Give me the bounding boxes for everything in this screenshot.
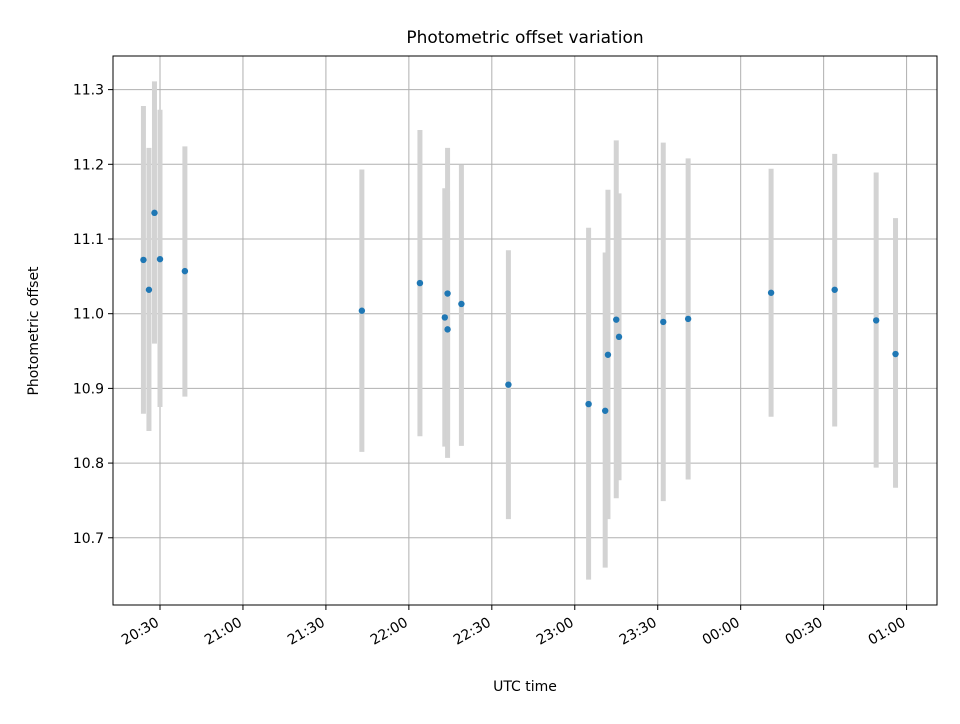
x-axis-label: UTC time — [493, 679, 557, 695]
data-point — [684, 315, 692, 323]
y-tick-label: 11.2 — [73, 157, 104, 173]
data-point — [767, 289, 775, 296]
y-tick-label: 11.3 — [73, 83, 104, 99]
data-point — [585, 400, 592, 408]
data-point — [660, 318, 667, 326]
data-point — [615, 333, 623, 341]
data-point — [613, 316, 620, 323]
data-point — [604, 351, 612, 358]
data-point — [458, 300, 465, 308]
y-tick-label: 11.1 — [73, 232, 104, 248]
grid-layer — [113, 56, 937, 605]
data-point — [181, 267, 189, 275]
data-point — [416, 279, 424, 287]
data-point — [872, 317, 880, 324]
y-axis-ticks: 10.7 10.8 10.9 11.0 11.1 11.2 11.3 — [73, 83, 113, 547]
data-point — [444, 326, 451, 333]
chart-title: Photometric offset variation — [406, 28, 643, 48]
data-point — [441, 314, 449, 321]
data-point — [831, 286, 838, 293]
data-point — [505, 381, 512, 388]
data-point — [156, 255, 164, 263]
y-tick-label: 11.0 — [73, 307, 104, 323]
data-point — [140, 256, 147, 264]
y-tick-label: 10.9 — [73, 381, 104, 397]
axes-frame — [112, 55, 938, 606]
data-point — [145, 286, 153, 293]
y-axis-label: Photometric offset — [26, 266, 42, 396]
data-point — [358, 307, 366, 314]
y-tick-label: 10.7 — [73, 531, 104, 547]
data-point — [892, 350, 899, 358]
y-tick-label: 10.8 — [73, 456, 104, 472]
data-point — [601, 407, 609, 414]
data-point — [151, 209, 158, 217]
data-point — [444, 290, 451, 297]
marker-layer — [140, 209, 899, 414]
